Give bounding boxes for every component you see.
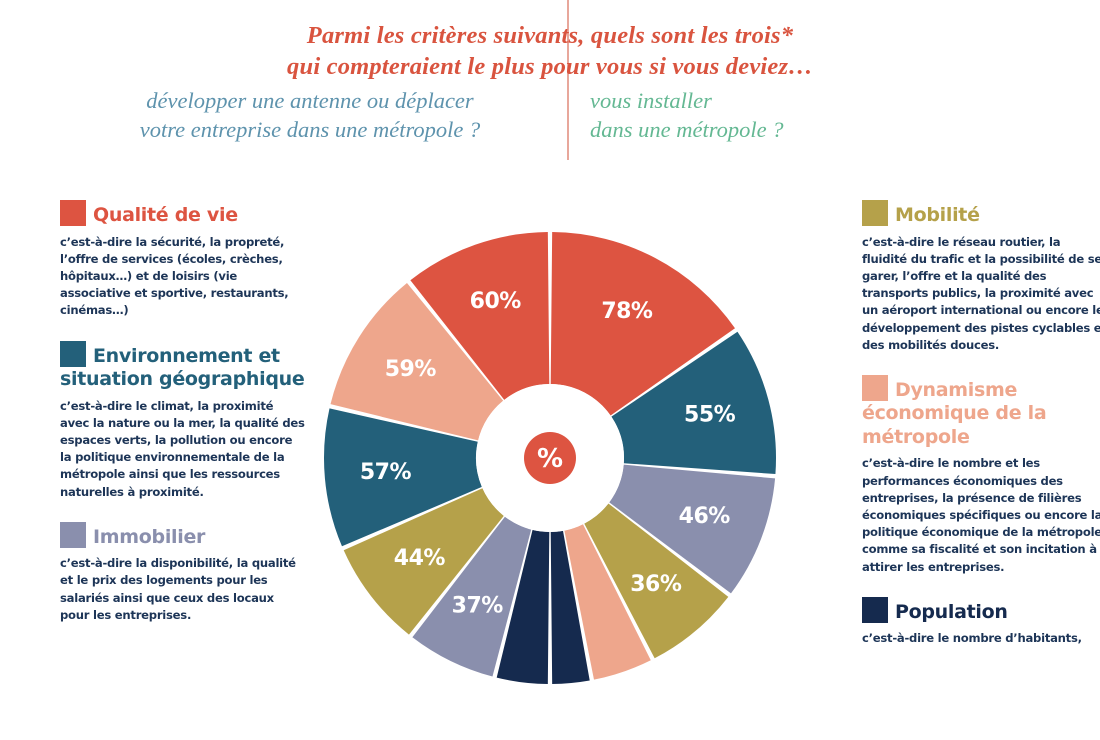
color-swatch-icon	[60, 200, 86, 226]
subtitle-left-line1: développer une antenne ou déplacer	[146, 88, 474, 113]
legend-left: Qualité de vie c’est-à-dire la sécurité,…	[60, 200, 305, 645]
color-swatch-icon	[862, 200, 888, 226]
color-swatch-icon	[60, 340, 86, 367]
legend-item-label: Immobilier	[93, 525, 206, 548]
legend-item-description: c’est-à-dire le climat, la proximité ave…	[60, 398, 305, 499]
donut-chart: 60% 59% 57% 44% 37% 78% 55% 46% 36%%	[268, 176, 832, 740]
legend-item: Environnement et situation géographique …	[60, 340, 305, 501]
legend-item: Population c’est-à-dire le nombre d’habi…	[862, 596, 1100, 648]
donut-slice	[330, 283, 504, 441]
percent-symbol-icon: %	[537, 444, 563, 474]
legend-item-heading: Dynamisme économique de la métropole	[862, 374, 1100, 450]
legend-item: Mobilité c’est-à-dire le réseau routier,…	[862, 200, 1100, 354]
legend-item-description: c’est-à-dire le nombre d’habitants,	[862, 631, 1082, 646]
legend-item-description: c’est-à-dire le nombre et les performanc…	[862, 456, 1100, 574]
page-title-line1: Parmi les critères suivants, quels sont …	[306, 22, 794, 49]
percent-badge	[524, 432, 576, 484]
color-swatch-icon	[60, 521, 86, 548]
slice-percentage-label: 36%	[630, 572, 682, 597]
subtitle-right: vous installer dans une métropole ?	[590, 86, 1030, 144]
donut-chart-svg: 60% 59% 57% 44%37% 78% 55% 46% 36%%	[324, 232, 776, 684]
legend-item-label: Environnement et situation géographique	[60, 344, 305, 391]
donut-slice	[324, 408, 482, 547]
slice-percentage-label: 44%	[394, 546, 446, 571]
slice-percentage-label: 37%	[452, 593, 504, 618]
slice-percentage-label: 60%	[470, 289, 522, 314]
donut-slice	[609, 464, 776, 594]
donut-slice	[550, 232, 736, 416]
donut-slice	[343, 488, 504, 635]
page-title: Parmi les critères suivants, quels sont …	[0, 20, 1100, 82]
slice-percentage-label: 46%	[679, 504, 731, 529]
legend-item-heading: Population	[862, 596, 1100, 625]
subtitle-left: développer une antenne ou déplacer votre…	[70, 86, 550, 144]
legend-item: Qualité de vie c’est-à-dire la sécurité,…	[60, 200, 305, 320]
slice-percentage-label: 59%	[385, 357, 437, 382]
legend-item-heading: Qualité de vie	[60, 200, 305, 228]
donut-slice	[410, 232, 550, 400]
slice-percentage-label: 78%	[601, 299, 653, 324]
legend-item-description: c’est-à-dire le réseau routier, la fluid…	[862, 234, 1100, 352]
legend-item-label: Mobilité	[895, 204, 980, 226]
donut-slice	[611, 331, 776, 475]
legend-item-label: Dynamisme économique de la métropole	[862, 378, 1047, 448]
subtitle-right-line2: dans une métropole ?	[590, 117, 784, 142]
color-swatch-icon	[862, 596, 888, 623]
page-title-line2: qui compteraient le plus pour vous si vo…	[287, 53, 813, 80]
slice-percentage-label: 55%	[684, 402, 736, 427]
subtitle-left-line2: votre entreprise dans une métropole ?	[139, 117, 481, 142]
legend-item-heading: Immobilier	[60, 521, 305, 550]
legend-item-heading: Environnement et situation géographique	[60, 340, 305, 392]
center-divider	[567, 0, 569, 160]
legend-item-heading: Mobilité	[862, 200, 1100, 228]
legend-item-label: Qualité de vie	[93, 204, 238, 226]
legend-item-description: c’est-à-dire la sécurité, la propreté, l…	[60, 234, 289, 318]
legend-right: Mobilité c’est-à-dire le réseau routier,…	[862, 200, 1100, 669]
subtitle-right-line1: vous installer	[590, 88, 712, 113]
legend-item-label: Population	[895, 600, 1008, 623]
slice-percentage-label: 57%	[360, 460, 412, 485]
infographic-page: Parmi les critères suivants, quels sont …	[0, 0, 1100, 684]
color-swatch-icon	[862, 374, 888, 401]
legend-item: Dynamisme économique de la métropole c’e…	[862, 374, 1100, 576]
